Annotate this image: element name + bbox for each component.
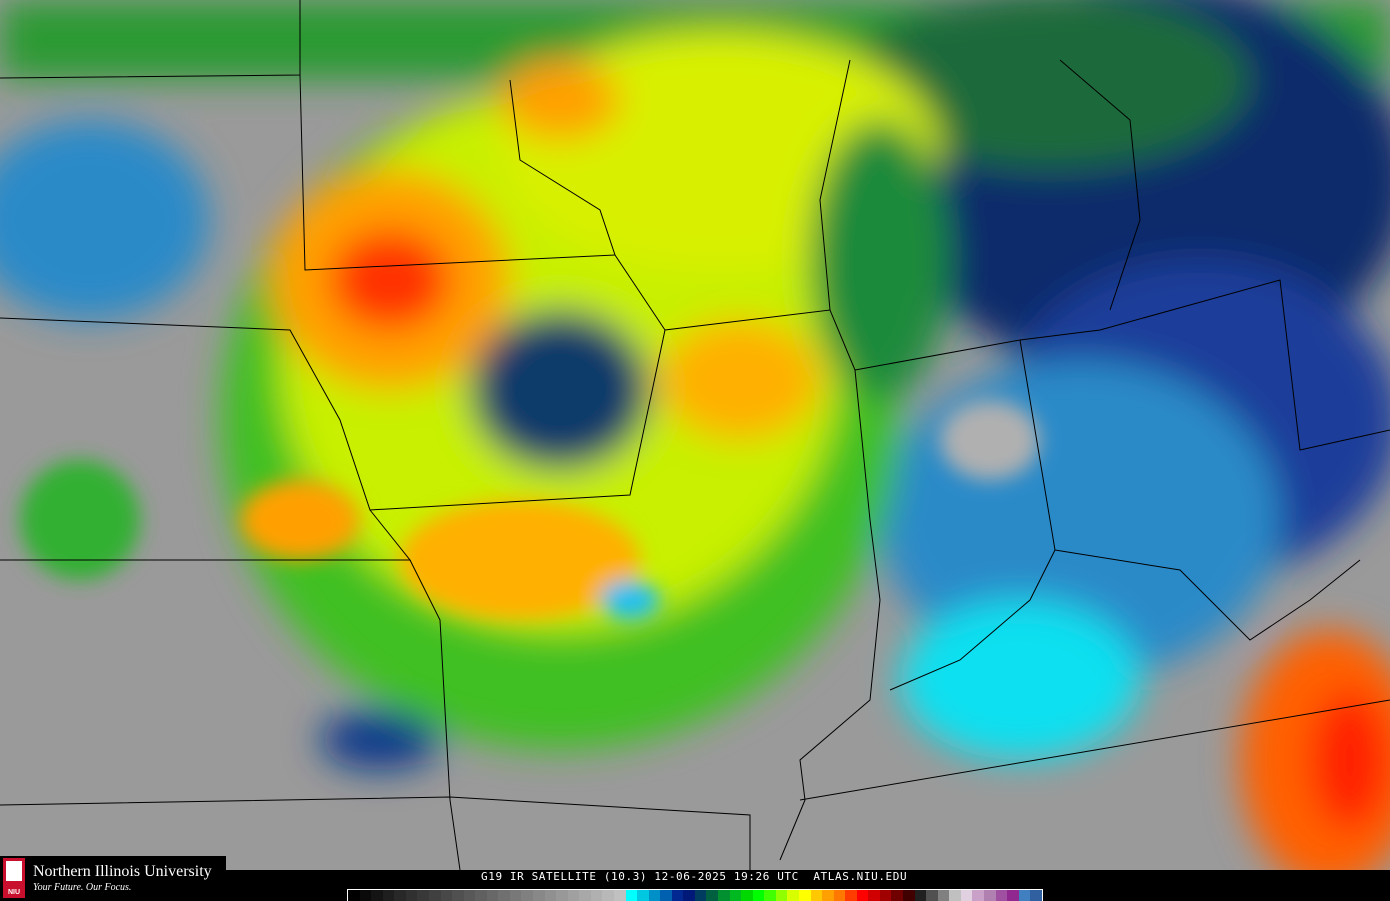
caption-satellite: G19 xyxy=(481,870,503,883)
colorbar-swatch xyxy=(371,890,383,901)
niu-crest-icon: NIU xyxy=(3,858,25,898)
caption-product: IR SATELLITE xyxy=(509,870,597,883)
colorbar-swatch xyxy=(498,890,510,901)
logo-tagline: Your Future. Our Focus. xyxy=(33,882,132,893)
satellite-ir-map xyxy=(0,0,1390,870)
colorbar-swatch xyxy=(949,890,961,901)
colorbar-swatch xyxy=(671,890,684,901)
colorbar-swatch xyxy=(613,890,626,901)
colorbar-swatch xyxy=(463,890,476,901)
colorbar-swatch xyxy=(798,890,811,901)
image-caption: G19 IR SATELLITE (10.3) 12-06-2025 19:26… xyxy=(481,870,907,883)
colorbar-swatch xyxy=(683,890,695,901)
colorbar-swatch xyxy=(556,890,568,901)
caption-site: ATLAS.NIU.EDU xyxy=(813,870,908,883)
colorbar-swatch xyxy=(845,890,857,901)
colorbar-swatch xyxy=(428,890,441,901)
colorbar-swatch xyxy=(382,890,395,901)
colorbar-swatch xyxy=(637,890,649,901)
colorbar-swatch xyxy=(602,890,614,901)
colorbar-swatch xyxy=(879,890,892,901)
colorbar-swatch xyxy=(810,890,823,901)
niu-logo: NIU Northern Illinois University Your Fu… xyxy=(0,856,226,900)
colorbar-swatch xyxy=(452,890,464,901)
colorbar-swatch xyxy=(475,890,487,901)
colorbar-swatch xyxy=(625,890,638,901)
colorbar-swatch xyxy=(775,890,788,901)
colorbar-swatch xyxy=(822,890,834,901)
colorbar-swatch xyxy=(417,890,429,901)
colorbar-swatch xyxy=(486,890,499,901)
colorbar-swatch xyxy=(972,890,984,901)
caption-date: 12-06-2025 xyxy=(654,870,727,883)
colorbar-swatch xyxy=(868,890,880,901)
colorbar-swatch xyxy=(729,890,742,901)
colorbar-swatch xyxy=(567,890,580,901)
colorbar-swatch xyxy=(1007,890,1019,901)
colorbar-swatch xyxy=(359,890,372,901)
colorbar-swatch xyxy=(903,890,915,901)
colorbar-swatch xyxy=(995,890,1008,901)
colorbar-swatch xyxy=(544,890,557,901)
colorbar-swatch xyxy=(694,890,707,901)
colorbar-swatch xyxy=(394,890,406,901)
colorbar-swatch xyxy=(787,890,799,901)
colorbar-swatch xyxy=(914,890,927,901)
colorbar-swatch xyxy=(521,890,533,901)
colorbar-swatch xyxy=(856,890,869,901)
caption-time: 19:26 UTC xyxy=(733,870,799,883)
colorbar-swatch xyxy=(741,890,753,901)
colorbar-swatch xyxy=(509,890,522,901)
colorbar-swatch xyxy=(660,890,672,901)
logo-name: Northern Illinois University xyxy=(33,863,212,880)
colorbar-swatch xyxy=(1030,890,1042,901)
colorbar-swatch xyxy=(833,890,846,901)
colorbar-swatch xyxy=(891,890,903,901)
colorbar-swatch xyxy=(648,890,661,901)
temperature-colorbar xyxy=(347,889,1043,901)
colorbar-swatch xyxy=(579,890,591,901)
colorbar-swatch xyxy=(1018,890,1031,901)
colorbar-swatch xyxy=(440,890,453,901)
colorbar-swatch xyxy=(960,890,973,901)
colorbar-swatch xyxy=(926,890,938,901)
colorbar-swatch xyxy=(937,890,950,901)
colorbar-swatch xyxy=(348,890,360,901)
colorbar-swatch xyxy=(718,890,730,901)
colorbar-swatch xyxy=(752,890,765,901)
caption-channel: (10.3) xyxy=(603,870,648,883)
colorbar-swatch xyxy=(533,890,545,901)
colorbar-swatch xyxy=(764,890,776,901)
colorbar-swatch xyxy=(983,890,996,901)
colorbar-swatch xyxy=(706,890,718,901)
colorbar-swatch xyxy=(590,890,603,901)
colorbar-swatch xyxy=(405,890,418,901)
